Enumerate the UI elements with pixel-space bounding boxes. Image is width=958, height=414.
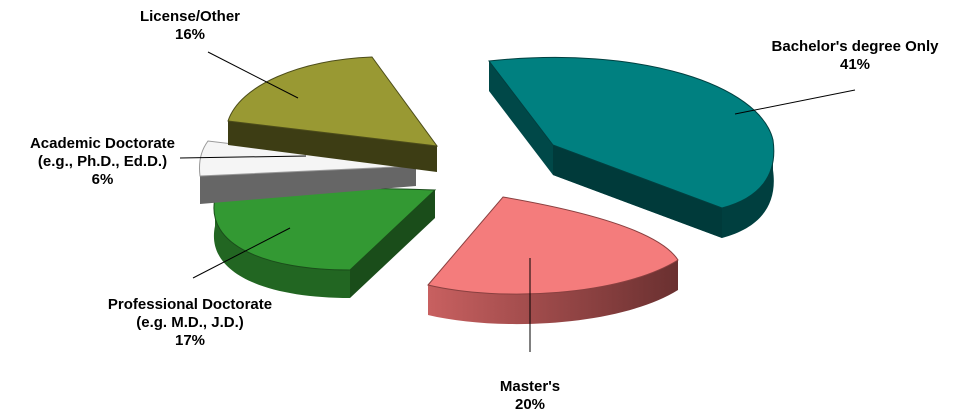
slice-label-name: License/Other <box>139 8 241 25</box>
slice-label-percent: 20% <box>514 396 546 413</box>
pie-slice-academic-doctorate <box>199 140 417 204</box>
pie-slice-professional-doctorate <box>213 188 437 298</box>
slice-label-name-line2: (e.g., Ph.D., Ed.D.) <box>37 153 168 170</box>
slice-label-license-other: License/Other 16% <box>110 8 270 44</box>
slice-label-masters: Master's 20% <box>470 378 590 414</box>
pie-slice-license-other <box>227 56 439 172</box>
pie-slice-masters <box>427 196 679 325</box>
slice-label-name: Master's <box>499 378 561 395</box>
slice-label-percent: 6% <box>91 171 114 188</box>
slice-label-percent: 16% <box>174 26 206 43</box>
slice-label-professional-doctorate: Professional Doctorate (e.g. M.D., J.D.)… <box>50 296 330 350</box>
slice-label-academic-doctorate: Academic Doctorate (e.g., Ph.D., Ed.D.) … <box>0 135 205 189</box>
slice-label-name-line2: (e.g. M.D., J.D.) <box>136 314 244 331</box>
slice-label-name: Bachelor's degree Only <box>771 38 939 55</box>
leader-line-license-other <box>207 51 299 99</box>
leader-line-academic-doctorate <box>179 155 307 159</box>
leader-line-professional-doctorate <box>192 227 291 279</box>
slice-label-name-line1: Academic Doctorate <box>29 135 176 152</box>
slice-label-name-line1: Professional Doctorate <box>107 296 273 313</box>
slice-label-bachelors: Bachelor's degree Only 41% <box>750 38 958 74</box>
leader-line-bachelors <box>734 89 856 115</box>
pie-slice-bachelors <box>488 56 775 238</box>
slice-label-percent: 41% <box>839 56 871 73</box>
slice-label-percent: 17% <box>174 332 206 349</box>
